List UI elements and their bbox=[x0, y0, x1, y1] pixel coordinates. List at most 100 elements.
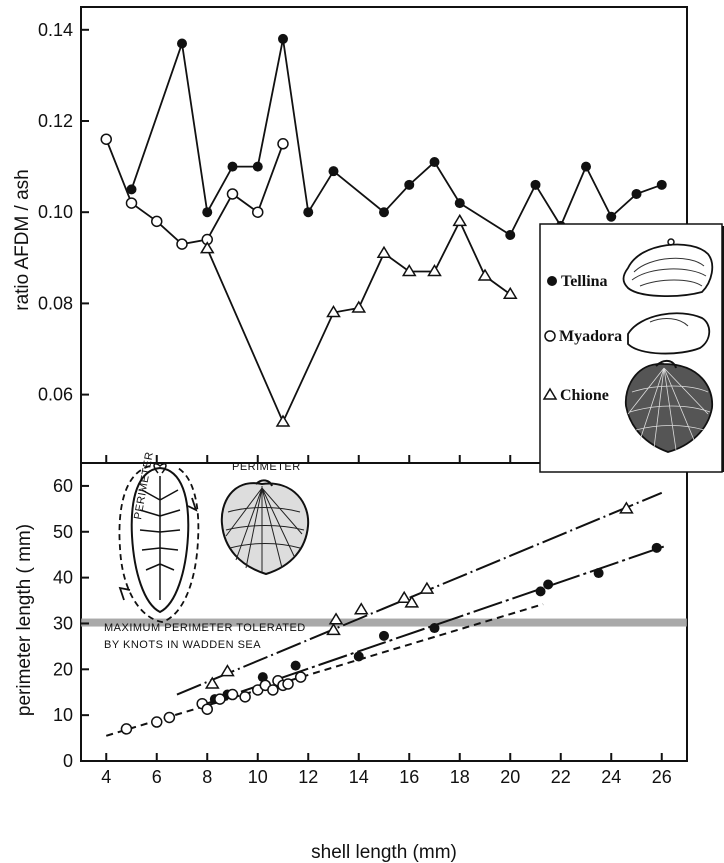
top-point-chione bbox=[477, 268, 493, 281]
bottom-point-chione bbox=[619, 501, 634, 514]
top-point-chione bbox=[376, 245, 392, 258]
legend: Tellina Myadora Chione bbox=[539, 223, 724, 473]
x-tick-label: 16 bbox=[399, 767, 419, 787]
x-tick-label: 22 bbox=[551, 767, 571, 787]
top-point-chione bbox=[275, 414, 291, 427]
bottom-y-tick-label: 0 bbox=[63, 751, 73, 771]
bottom-point-chione bbox=[353, 602, 369, 615]
top-point-tellina bbox=[303, 207, 314, 218]
top-point-chione bbox=[401, 264, 417, 277]
bottom-point-chione bbox=[204, 676, 220, 689]
legend-item-chione: Chione bbox=[542, 360, 714, 453]
top-point-tellina bbox=[404, 179, 415, 190]
bottom-point-chione bbox=[328, 612, 344, 625]
top-point-myadora bbox=[125, 197, 138, 209]
chione-shell-icon bbox=[624, 363, 714, 453]
right-shell-perimeter-diagram: PERIMETER bbox=[220, 461, 310, 576]
open-circle-icon bbox=[544, 330, 556, 342]
top-point-tellina bbox=[177, 38, 187, 49]
bottom-point-tellina bbox=[353, 651, 364, 662]
left-shell-perimeter-diagram: PERIMETER bbox=[118, 451, 200, 623]
bottom-point-tellina bbox=[535, 586, 546, 597]
bottom-y-tick-label: 60 bbox=[53, 476, 73, 496]
top-point-chione bbox=[326, 305, 341, 318]
top-y-tick-label: 0.14 bbox=[38, 20, 73, 40]
top-y-tick-label: 0.12 bbox=[38, 111, 73, 131]
open-triangle-icon bbox=[542, 387, 558, 400]
x-tick-label: 18 bbox=[450, 767, 470, 787]
fit-line-chione bbox=[176, 491, 663, 696]
top-point-tellina bbox=[631, 188, 642, 199]
bottom-y-tick-label: 50 bbox=[53, 522, 73, 542]
top-point-tellina bbox=[656, 179, 667, 190]
x-tick-label: 12 bbox=[298, 767, 318, 787]
top-point-tellina bbox=[202, 207, 213, 218]
top-point-tellina bbox=[505, 230, 516, 240]
legend-label-tellina: Tellina bbox=[561, 273, 608, 290]
x-axis-title: shell length (mm) bbox=[311, 842, 457, 863]
myadora-shell-icon bbox=[627, 312, 711, 355]
top-point-tellina bbox=[454, 198, 465, 209]
bottom-y-tick-label: 10 bbox=[53, 705, 73, 725]
filled-circle-icon bbox=[547, 276, 557, 286]
bottom-point-tellina bbox=[257, 672, 268, 683]
top-point-tellina bbox=[278, 33, 288, 44]
top-point-tellina bbox=[328, 166, 339, 177]
top-point-chione bbox=[502, 286, 518, 300]
top-point-tellina bbox=[606, 211, 617, 222]
top-point-tellina bbox=[227, 161, 238, 172]
bottom-point-tellina bbox=[593, 568, 604, 579]
fit-line-myadora bbox=[105, 603, 544, 737]
bottom-point-chione bbox=[404, 595, 420, 608]
legend-item-myadora: Myadora bbox=[544, 312, 711, 355]
legend-label-myadora: Myadora bbox=[559, 328, 622, 345]
bottom-point-tellina bbox=[429, 623, 440, 634]
x-tick-label: 26 bbox=[652, 767, 672, 787]
x-tick-label: 6 bbox=[152, 767, 162, 787]
top-point-chione bbox=[351, 300, 367, 313]
x-tick-label: 8 bbox=[202, 767, 212, 787]
bottom-point-chione bbox=[396, 590, 412, 603]
bottom-point-myadora bbox=[214, 693, 226, 705]
bottom-axis-ticks: 0 10 20 30 40 50 60 4 6 8 10 12 14 16 18 20 22 24 26 bbox=[53, 476, 672, 787]
top-y-axis-title: ratio AFDM / ash bbox=[12, 169, 33, 311]
top-point-myadora bbox=[151, 215, 163, 228]
threshold-bar bbox=[81, 618, 687, 627]
top-point-tellina bbox=[126, 184, 137, 195]
bottom-point-myadora bbox=[239, 691, 251, 703]
x-tick-label: 20 bbox=[500, 767, 520, 787]
top-point-tellina bbox=[581, 161, 591, 172]
bottom-panel-frame bbox=[80, 462, 688, 762]
top-point-myadora bbox=[100, 133, 112, 145]
bottom-point-myadora bbox=[267, 684, 279, 696]
bottom-point-chione bbox=[419, 581, 435, 594]
bottom-point-chione bbox=[220, 664, 235, 677]
bottom-point-myadora bbox=[120, 723, 133, 735]
top-point-myadora bbox=[252, 206, 264, 218]
tellina-shell-icon bbox=[622, 243, 714, 297]
bottom-plot-area bbox=[105, 491, 668, 737]
top-point-myadora bbox=[176, 238, 188, 250]
top-point-tellina bbox=[429, 157, 440, 168]
top-axis-ticks: 0.06 0.08 0.10 0.12 0.14 bbox=[38, 20, 663, 463]
bottom-point-myadora bbox=[226, 688, 239, 701]
top-y-tick-label: 0.08 bbox=[38, 293, 73, 313]
top-point-tellina bbox=[379, 207, 389, 218]
top-point-tellina bbox=[252, 161, 263, 172]
threshold-band bbox=[81, 618, 687, 627]
bottom-y-axis-title: perimeter length ( mm) bbox=[14, 524, 35, 716]
top-point-myadora bbox=[226, 188, 239, 200]
x-tick-label: 4 bbox=[101, 767, 111, 787]
bottom-point-tellina bbox=[651, 542, 662, 553]
top-series-line-chione bbox=[206, 219, 511, 425]
x-tick-label: 24 bbox=[601, 767, 621, 787]
top-plot-area bbox=[100, 33, 667, 427]
bottom-y-tick-label: 30 bbox=[53, 613, 73, 633]
bottom-point-myadora bbox=[201, 703, 213, 715]
bottom-point-tellina bbox=[379, 630, 389, 641]
bottom-point-myadora bbox=[163, 711, 176, 724]
top-point-chione bbox=[199, 241, 215, 254]
threshold-label-line1: MAXIMUM PERIMETER TOLERATED bbox=[104, 622, 306, 634]
bottom-y-tick-label: 20 bbox=[53, 659, 73, 679]
